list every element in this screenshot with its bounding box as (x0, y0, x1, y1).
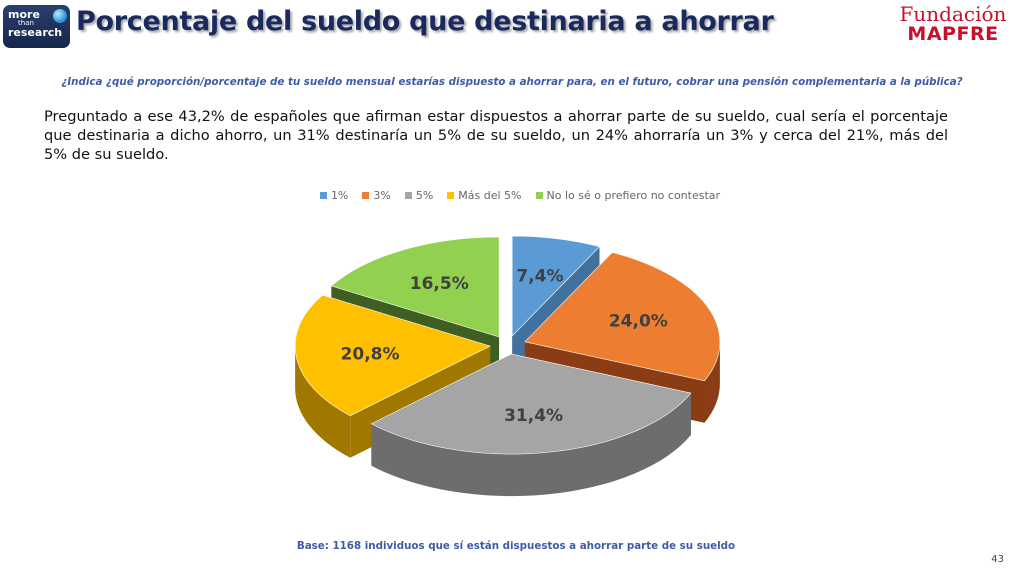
legend-swatch (362, 192, 370, 199)
base-note: Base: 1168 individuos que sí están dispu… (296, 540, 736, 552)
data-label: 31,4% (504, 406, 563, 426)
data-label: 7,4% (516, 267, 563, 287)
pie-slice (511, 235, 601, 337)
data-label: 16,5% (410, 274, 469, 294)
pie-slice (524, 252, 721, 382)
pie-slice-rim (371, 393, 691, 497)
survey-question: ¿Indica ¿qué proporción/porcentaje de tu… (61, 76, 963, 88)
logo-text-research: research (8, 26, 63, 39)
data-label: 20,8% (341, 344, 400, 364)
legend-item: Más del 5% (447, 189, 522, 202)
legend-swatch (535, 192, 543, 199)
page-title: Porcentaje del sueldo que destinaria a a… (76, 6, 774, 37)
fund-logo-line2: MAPFRE (907, 23, 999, 45)
legend-swatch (447, 192, 455, 199)
logo-text-than: than (18, 19, 34, 27)
fundacion-mapfre-logo: Fundación MAPFRE (898, 4, 1008, 45)
legend-item: No lo sé o prefiero no contestar (535, 189, 721, 202)
legend-label: 1% (330, 189, 349, 202)
pie-slice (330, 236, 500, 338)
pie-slice (294, 294, 491, 417)
data-label: 24,0% (609, 311, 668, 331)
fund-logo-line1: Fundación (899, 2, 1007, 26)
globe-icon (53, 9, 67, 23)
logo-text-more: more (8, 8, 40, 21)
summary-paragraph: Preguntado a ese 43,2% de españoles que … (44, 108, 948, 163)
legend-swatch (404, 192, 412, 199)
legend-swatch (319, 192, 327, 199)
legend-label: 5% (415, 189, 434, 202)
chart-legend: 1% 3% 5% Más del 5% No lo sé o prefiero no c… (0, 189, 1024, 202)
legend-item: 1% (319, 189, 349, 202)
pie-slice-rim (295, 346, 351, 458)
pie-slice (370, 353, 692, 455)
more-than-research-logo: more than research (3, 5, 70, 48)
legend-label: No lo sé o prefiero no contestar (546, 189, 721, 202)
legend-item: 5% (404, 189, 434, 202)
legend-label: 3% (373, 189, 391, 202)
page-number: 43 (991, 554, 1004, 565)
legend-item: 3% (362, 189, 391, 202)
legend-label: Más del 5% (458, 189, 522, 202)
